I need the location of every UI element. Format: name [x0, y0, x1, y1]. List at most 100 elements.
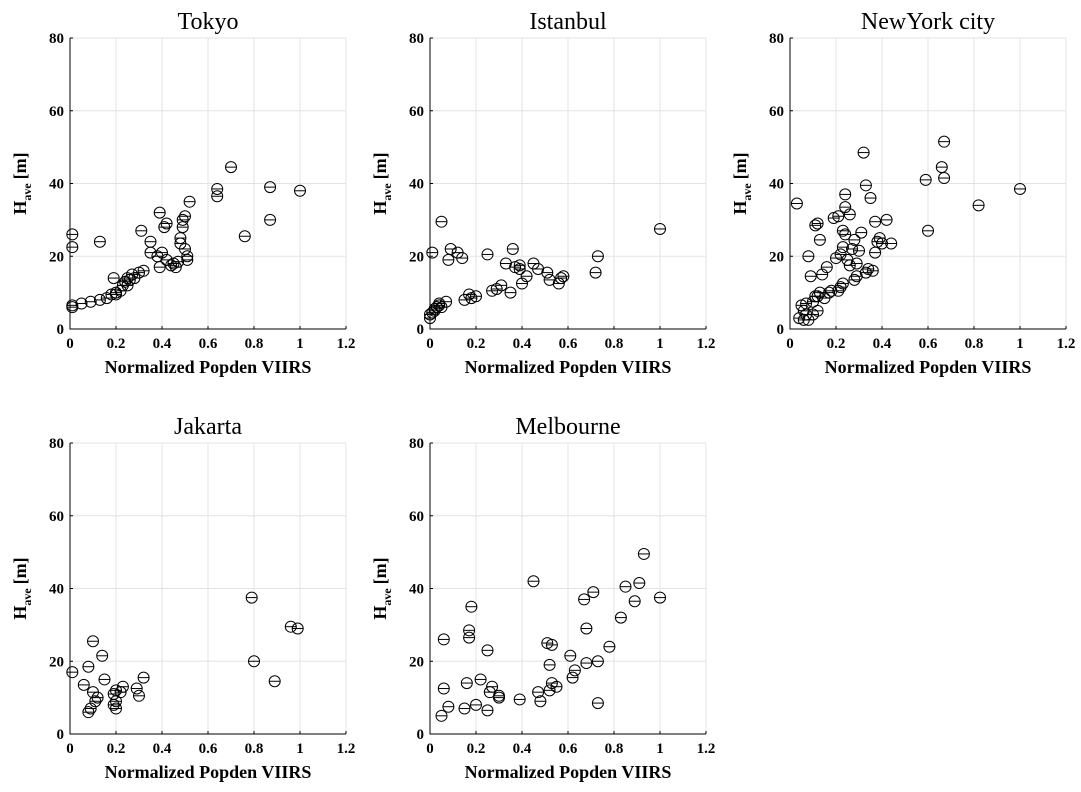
x-axis-label: Normalized Popden VIIRS — [825, 357, 1032, 377]
data-point — [225, 161, 237, 174]
y-tick-label: 80 — [49, 436, 64, 452]
data-point — [130, 682, 143, 695]
data-point — [516, 277, 528, 290]
data-point — [93, 235, 106, 248]
y-tick-label: 0 — [57, 322, 65, 338]
data-point — [1014, 182, 1026, 195]
data-point — [834, 281, 847, 294]
data-point — [619, 580, 632, 593]
data-point — [866, 264, 879, 277]
data-point — [82, 706, 95, 719]
data-point — [850, 257, 863, 270]
data-point — [591, 697, 604, 710]
x-tick-label: 0.4 — [153, 741, 172, 757]
data-point — [859, 179, 872, 192]
data-point — [859, 266, 872, 279]
data-point — [481, 704, 494, 717]
data-point — [857, 146, 870, 159]
chart-title: NewYork city — [861, 9, 995, 35]
data-point — [513, 693, 526, 706]
y-tick-label: 40 — [409, 582, 424, 598]
x-tick-label: 0.2 — [107, 741, 126, 757]
data-point — [938, 135, 951, 148]
y-axis-label-main: H — [10, 201, 30, 215]
data-point — [110, 702, 122, 715]
data-point — [843, 208, 856, 221]
data-point — [264, 213, 277, 226]
data-point — [557, 270, 570, 283]
data-point — [816, 268, 829, 281]
y-tick-label: 0 — [777, 322, 785, 338]
y-axis-label-unit: [m] — [10, 557, 30, 584]
data-point — [864, 192, 877, 205]
data-point — [486, 680, 499, 693]
data-point — [160, 217, 173, 230]
x-tick-label: 0.2 — [467, 741, 486, 757]
data-point — [848, 273, 861, 286]
y-tick-label: 80 — [49, 31, 64, 47]
data-point — [555, 272, 568, 285]
data-point — [580, 622, 593, 635]
data-point — [495, 279, 508, 292]
y-axis-label-main: H — [370, 201, 390, 215]
x-tick-label: 1.2 — [1057, 336, 1076, 352]
y-tick-label: 40 — [409, 177, 424, 193]
x-tick-label: 0 — [426, 741, 434, 757]
data-point — [527, 575, 540, 588]
y-tick-label: 0 — [417, 727, 425, 743]
x-tick-label: 1.2 — [697, 336, 716, 352]
y-axis-label-subscript: ave — [380, 588, 394, 606]
data-point — [98, 673, 111, 686]
y-axis-label-main: H — [10, 606, 30, 620]
data-point — [174, 232, 187, 245]
y-axis-label-main: H — [730, 201, 750, 215]
y-axis-label-unit: [m] — [370, 152, 390, 179]
data-point — [93, 293, 106, 306]
y-axis-label: Have [m] — [730, 152, 754, 214]
data-point — [245, 591, 258, 604]
y-tick-label: 80 — [409, 31, 424, 47]
x-tick-label: 1.2 — [697, 741, 716, 757]
data-point — [211, 182, 224, 195]
data-point — [578, 593, 591, 606]
y-tick-label: 60 — [409, 104, 424, 120]
scatter-panel-3: 0 0.2 0.4 0.6 0.8 1 1.2 0 20 40 60 80 Jakarta Normali… — [10, 414, 355, 782]
chart-title: Jakarta — [174, 414, 242, 440]
data-point — [836, 224, 849, 237]
data-point — [426, 246, 439, 259]
x-tick-label: 0.6 — [559, 336, 578, 352]
data-point — [534, 695, 547, 708]
data-point — [654, 222, 666, 235]
data-point — [444, 242, 457, 255]
data-point — [442, 700, 455, 713]
data-point — [839, 188, 852, 201]
data-point — [809, 219, 822, 232]
data-point — [481, 644, 494, 657]
data-point — [284, 620, 297, 633]
x-tick-label: 1 — [656, 336, 664, 352]
data-point — [513, 259, 526, 272]
data-point — [435, 215, 448, 228]
y-axis-label-main: H — [370, 606, 390, 620]
data-point — [919, 173, 932, 186]
y-axis-label: Have [m] — [10, 557, 34, 619]
data-point — [564, 649, 577, 662]
y-axis-label: Have [m] — [370, 557, 394, 619]
data-point — [107, 687, 120, 700]
data-point — [543, 658, 556, 671]
data-point — [790, 197, 803, 210]
x-axis-label: Normalized Popden VIIRS — [105, 762, 312, 782]
x-tick-label: 1 — [296, 741, 304, 757]
data-point — [846, 242, 859, 255]
chart-title: Melbourne — [515, 414, 620, 440]
y-tick-label: 60 — [409, 509, 424, 525]
data-point — [158, 221, 171, 234]
data-point — [811, 304, 824, 317]
y-axis-label-subscript: ave — [20, 588, 34, 606]
x-tick-label: 1 — [1016, 336, 1024, 352]
data-point — [460, 677, 473, 690]
data-point — [116, 680, 129, 693]
data-point — [133, 689, 145, 702]
y-axis-label-unit: [m] — [10, 152, 30, 179]
data-point — [176, 213, 189, 226]
